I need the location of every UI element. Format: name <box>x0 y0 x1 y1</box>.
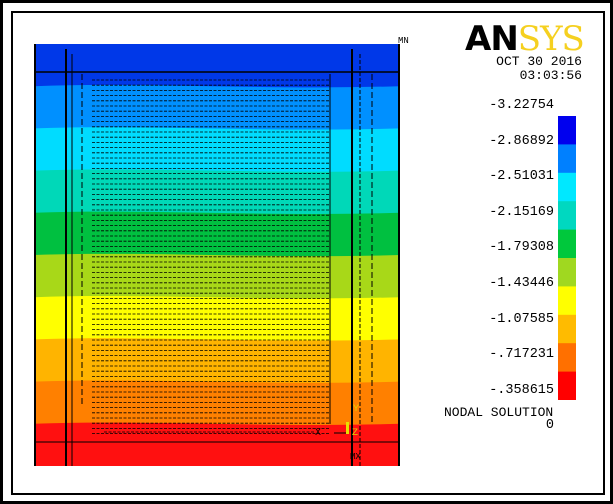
legend-color-swatch <box>558 343 576 373</box>
legend-color-swatch <box>558 144 576 174</box>
legend-color-bar <box>558 116 576 400</box>
legend-color-swatch <box>558 258 576 287</box>
min-marker: MN <box>398 36 409 46</box>
legend-color-swatch <box>558 116 576 145</box>
legend-value: -.717231 <box>489 347 554 363</box>
legend-value: -2.15169 <box>489 204 554 220</box>
legend-color-swatch <box>558 286 576 316</box>
legend-value: -.358615 <box>489 382 554 398</box>
legend-value: -1.07585 <box>489 311 554 327</box>
legend-value: -3.22754 <box>489 98 554 113</box>
legend-value: -1.43446 <box>489 276 554 291</box>
graphics-frame <box>11 11 605 495</box>
max-marker: MX <box>350 452 361 462</box>
contour-band <box>34 422 400 466</box>
legend-value: -2.86892 <box>489 133 554 149</box>
date-label: OCT 30 2016 <box>496 54 582 69</box>
legend-color-swatch <box>558 314 576 344</box>
legend-value: -1.79308 <box>489 240 554 256</box>
axis-y-label: Y <box>353 404 360 415</box>
legend-value: 0 <box>545 418 554 434</box>
legend-color-swatch <box>558 172 576 202</box>
ansys-logo: ANSYS <box>465 19 585 59</box>
legend-color-swatch <box>558 201 576 231</box>
legend-color-swatch <box>558 229 576 259</box>
time-label: 03:03:56 <box>519 68 582 83</box>
legend-value: -2.51031 <box>489 169 554 185</box>
nodal-solution-label: NODAL SOLUTION <box>444 405 554 420</box>
triad-marker <box>346 422 349 434</box>
legend-color-swatch <box>558 371 576 400</box>
contour-plot <box>34 44 400 466</box>
axis-x-label: X <box>315 428 322 439</box>
axis-z-label: Z <box>352 428 359 439</box>
